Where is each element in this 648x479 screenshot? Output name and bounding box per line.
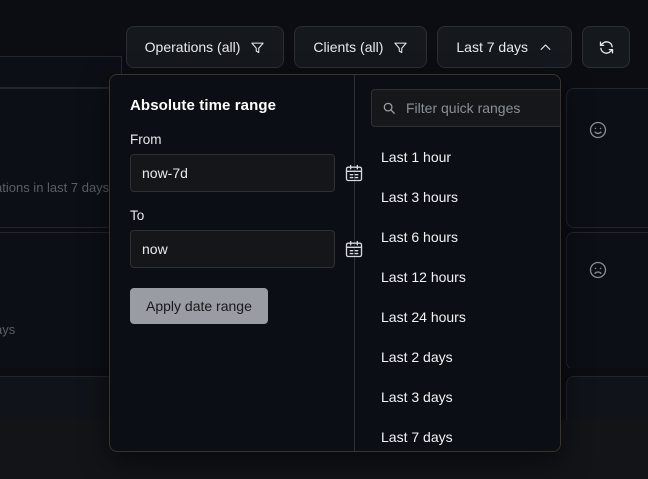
- chevron-up-icon: [538, 40, 553, 55]
- to-calendar-icon[interactable]: [344, 239, 364, 259]
- quick-ranges-search-input[interactable]: [404, 99, 560, 117]
- quick-range-item[interactable]: Last 3 hours: [381, 189, 459, 205]
- quick-range-item[interactable]: Last 7 days: [381, 429, 453, 445]
- to-field-row: [130, 230, 363, 268]
- bg-card-left-2: [0, 232, 114, 370]
- clients-filter-label: Clients (all): [313, 39, 384, 55]
- quick-range-item[interactable]: Last 24 hours: [381, 309, 466, 325]
- quick-range-item[interactable]: Last 3 days: [381, 389, 453, 405]
- to-input[interactable]: [130, 230, 335, 268]
- from-input[interactable]: [130, 154, 335, 192]
- to-label: To: [130, 208, 145, 223]
- operations-filter-button[interactable]: Operations (all): [125, 26, 285, 68]
- clients-filter-button[interactable]: Clients (all): [294, 26, 428, 68]
- bg-card-right-2: [566, 232, 648, 370]
- bg-card-left-2-caption: ays: [0, 322, 16, 337]
- bg-card-right-1: [566, 88, 648, 228]
- bg-card-top-1: [0, 56, 122, 88]
- quick-range-item[interactable]: Last 6 hours: [381, 229, 459, 245]
- bg-card-left-1-caption: ations in last 7 days: [0, 180, 110, 195]
- from-field-row: [130, 154, 363, 192]
- time-range-button[interactable]: Last 7 days: [437, 26, 572, 68]
- bg-card-left-1: [0, 88, 114, 228]
- happy-face-icon: [588, 120, 608, 140]
- search-icon: [382, 101, 396, 115]
- operations-filter-label: Operations (all): [144, 39, 241, 55]
- sad-face-icon: [588, 260, 608, 280]
- refresh-icon: [598, 39, 615, 56]
- refresh-button[interactable]: [582, 26, 630, 68]
- quick-ranges-list: Last 1 hour Last 3 hours Last 6 hours La…: [371, 137, 560, 451]
- time-range-picker-panel: Absolute time range From To: [109, 74, 561, 452]
- time-range-label: Last 7 days: [456, 39, 528, 55]
- quick-ranges-search[interactable]: [371, 89, 560, 127]
- filter-icon: [393, 40, 408, 55]
- absolute-time-range-title: Absolute time range: [130, 97, 277, 114]
- apply-date-range-button[interactable]: Apply date range: [130, 288, 268, 324]
- filter-icon: [250, 40, 265, 55]
- from-calendar-icon[interactable]: [344, 163, 364, 183]
- filter-toolbar: Operations (all) Clients (all) Last 7 da…: [0, 26, 648, 68]
- quick-range-item[interactable]: Last 2 days: [381, 349, 453, 365]
- quick-range-item[interactable]: Last 1 hour: [381, 149, 452, 165]
- quick-ranges-section: Last 1 hour Last 3 hours Last 6 hours La…: [355, 75, 560, 451]
- absolute-time-range-section: Absolute time range From To: [110, 75, 363, 451]
- bg-footer-strip: [0, 452, 648, 479]
- from-label: From: [130, 132, 162, 147]
- quick-range-item[interactable]: Last 12 hours: [381, 269, 466, 285]
